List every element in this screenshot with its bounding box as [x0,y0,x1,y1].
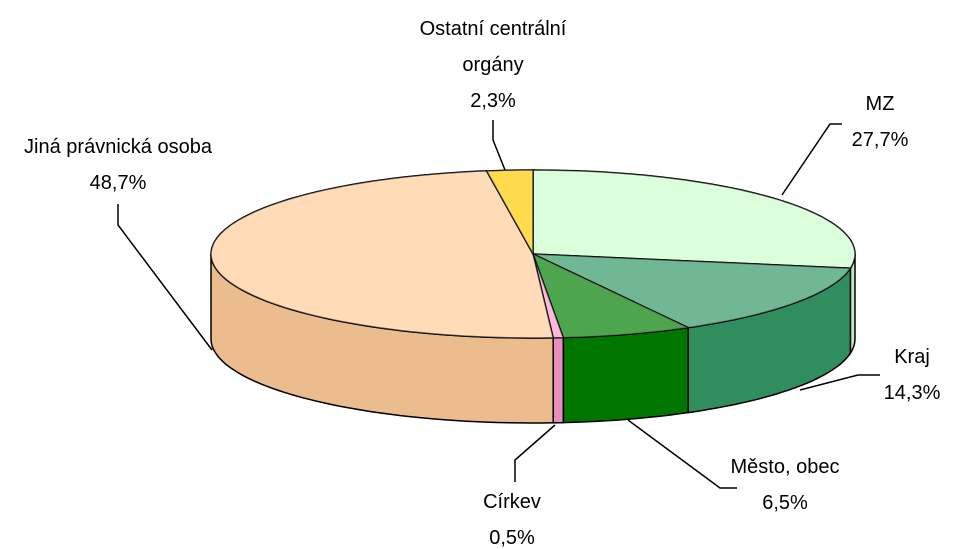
leader-line [781,123,842,196]
slice [531,252,691,339]
label-value: 14,3% [883,382,941,404]
data-label: Ostatní centrální orgány 2,3% [393,11,593,119]
label-name: Církev [483,491,541,513]
label-value: 48,7% [89,172,147,194]
slice [485,169,534,257]
top-highlight [486,170,533,254]
data-label: Kraj 14,3% [852,339,954,411]
label-value: 0,5% [489,527,535,549]
leader-line [492,120,506,171]
data-label: Církev 0,5% [452,484,572,549]
slice [532,169,856,269]
side-shade [688,268,851,413]
leader-line [799,374,880,391]
top-highlight [211,170,554,338]
slice [532,253,852,329]
label-value: 2,3% [470,90,516,112]
label-name: Jiná právnická osoba [24,136,212,158]
top-highlight [533,254,564,338]
label-value: 27,7% [851,129,909,151]
side-shade [850,254,855,354]
top-highlight [533,254,689,338]
label-value: 6,5% [762,492,808,514]
top-highlight [533,254,851,328]
data-label: Město, obec 6,5% [705,449,865,521]
slice [210,170,555,339]
leader-line [514,424,556,482]
side-shade [553,337,564,423]
top-highlight [533,170,855,269]
leader-line [627,419,737,489]
label-name: Město, obec [730,456,840,478]
data-label: Jiná právnická osoba 48,7% [0,129,248,201]
label-name: MZ [865,93,895,115]
label-name: Ostatní centrální orgány [419,18,567,76]
side-shade [563,327,689,423]
leader-line [117,204,213,351]
label-name: Kraj [894,346,930,368]
data-label: MZ 27,7% [820,86,940,158]
side-shade [211,254,554,423]
